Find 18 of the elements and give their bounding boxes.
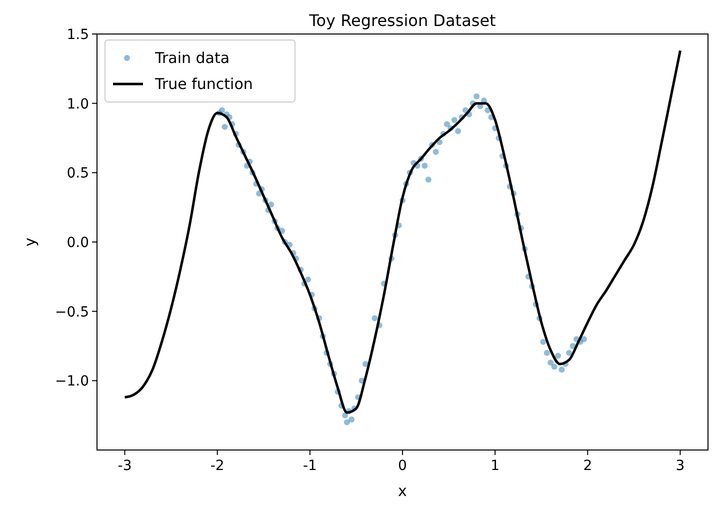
x-axis-title: x (398, 482, 408, 500)
x-tick-label: -3 (118, 458, 132, 474)
x-tick-label: -1 (302, 458, 317, 474)
x-tick-label: 2 (583, 458, 592, 474)
y-tick-label: 1.5 (66, 27, 89, 43)
y-tick-label: 0.5 (66, 166, 89, 182)
x-tick-label: 3 (676, 458, 685, 474)
legend-label: True function (154, 75, 253, 93)
y-tick-label: 0.0 (66, 235, 89, 251)
y-axis-title: y (21, 237, 39, 246)
x-tick-label: 1 (490, 458, 500, 474)
x-tick-label: -2 (210, 458, 224, 474)
y-tick-label: −1.0 (55, 374, 89, 390)
legend-label: Train data (154, 49, 230, 67)
chart-title: Toy Regression Dataset (308, 11, 496, 30)
y-tick-label: −0.5 (55, 304, 89, 320)
y-tick-label: 1.0 (66, 96, 89, 112)
x-tick-label: 0 (398, 458, 407, 474)
